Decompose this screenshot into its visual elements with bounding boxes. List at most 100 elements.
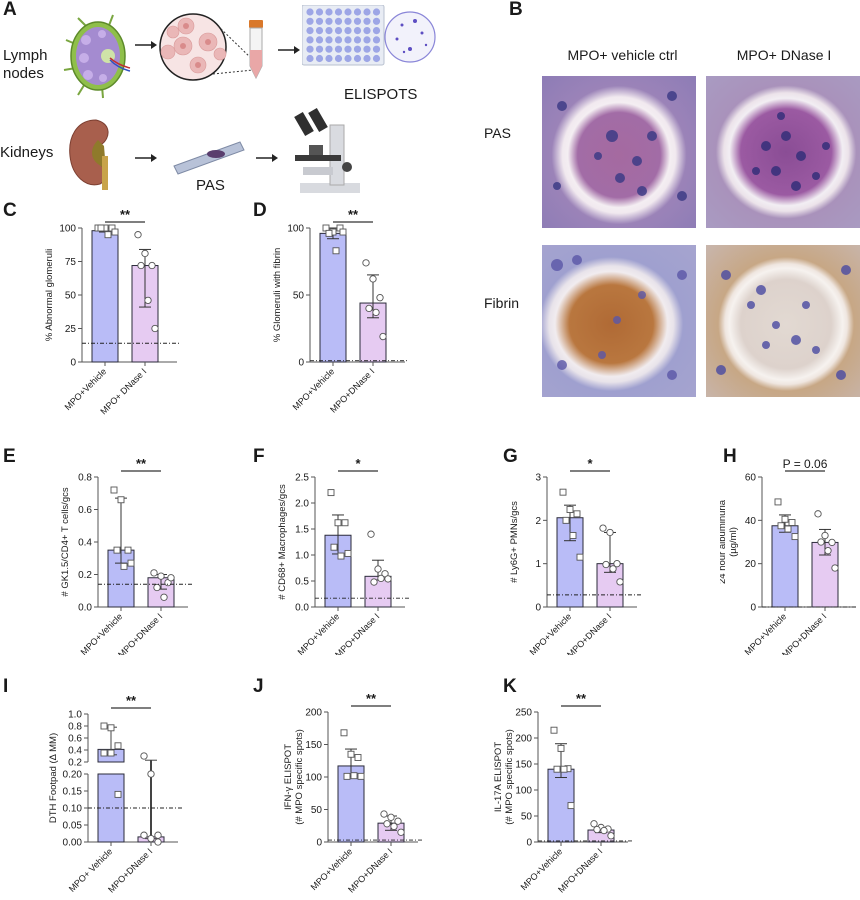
panel-letter-g: G	[503, 446, 518, 467]
svg-text:3: 3	[535, 473, 541, 484]
panel-letter-i: I	[3, 676, 9, 697]
svg-text:150: 150	[305, 740, 322, 751]
panel-letter-h: H	[723, 446, 737, 467]
y-axis-label: DTH Footpad (Δ MM)	[48, 733, 59, 823]
significance-label: **	[120, 210, 131, 222]
svg-text:0: 0	[750, 603, 756, 614]
significance-label: **	[126, 693, 137, 708]
significance-label: *	[587, 456, 593, 471]
svg-text:0.6: 0.6	[78, 505, 92, 516]
svg-text:0.05: 0.05	[63, 821, 83, 832]
micrograph-pas-dnase	[706, 76, 860, 228]
bar-vehicle	[91, 230, 119, 363]
svg-text:100: 100	[305, 773, 322, 784]
micrograph-fibrin-vehicle	[542, 245, 696, 397]
y-axis-label: IL-17A ELISPOT	[493, 742, 504, 812]
significance-label: **	[576, 691, 587, 706]
y-axis-label: % Glomeruli with fibrin	[272, 248, 283, 343]
y-axis-label: # CD68+ Macrophages/gcs	[277, 484, 288, 600]
cell-magnifier-illustration	[159, 13, 254, 81]
svg-text:0.5: 0.5	[295, 577, 309, 588]
svg-text:0: 0	[70, 358, 76, 369]
svg-text:0: 0	[298, 358, 304, 369]
bar-vehicle	[97, 773, 125, 843]
panel-letter-d: D	[253, 200, 267, 221]
column-header-dnase: MPO+ DNase I	[736, 47, 832, 63]
svg-text:0.8: 0.8	[68, 722, 82, 733]
significance-label: **	[348, 210, 359, 222]
spot-well-magnifier-illustration	[384, 11, 436, 63]
x-tick-label: MPO+Vehicle	[296, 611, 342, 655]
elispots-label: ELISPOTS	[344, 86, 418, 103]
significance-label: **	[136, 456, 147, 471]
significance-label: **	[366, 691, 377, 706]
kidney-illustration	[69, 119, 109, 190]
panel-letter-b: B	[509, 0, 523, 20]
y-axis-label: (µg/ml)	[728, 527, 739, 557]
svg-text:1: 1	[535, 559, 541, 570]
lymph-nodes-label: Lymph nodes	[3, 47, 48, 82]
micrograph-pas-vehicle	[542, 76, 696, 228]
row-header-pas: PAS	[484, 125, 511, 141]
panel-letter-a: A	[3, 0, 17, 20]
svg-text:50: 50	[65, 291, 77, 302]
y-axis-label: (# MPO specific spots)	[504, 729, 515, 825]
panel-letter-j: J	[253, 676, 264, 697]
panel-letter-f: F	[253, 446, 265, 467]
svg-text:50: 50	[521, 812, 533, 823]
y-axis-label: # Ly6G+ PMNs/gcs	[509, 501, 520, 583]
svg-text:2: 2	[535, 516, 541, 527]
svg-text:2.5: 2.5	[295, 473, 309, 484]
kidneys-label: Kidneys	[0, 144, 54, 161]
svg-text:0.6: 0.6	[68, 734, 82, 745]
microscope-illustration	[294, 107, 360, 193]
svg-text:60: 60	[745, 473, 757, 484]
panel-letter-e: E	[3, 446, 16, 467]
svg-text:0.2: 0.2	[78, 570, 92, 581]
row-header-fibrin: Fibrin	[484, 295, 520, 311]
y-axis-label: 24 hour albuminuria	[720, 499, 728, 584]
svg-text:250: 250	[515, 708, 532, 719]
arrow-right-icon	[278, 46, 300, 54]
x-tick-label: MPO+Vehicle	[743, 611, 789, 655]
chart-i-dth-footpad: 0.20.40.60.81.00.000.050.100.150.20MPO+ …	[48, 693, 182, 895]
svg-text:20: 20	[745, 559, 757, 570]
svg-text:1.0: 1.0	[295, 551, 309, 562]
y-axis-label: IFN-γ ELISPOT	[283, 744, 294, 810]
arrow-right-icon	[256, 154, 278, 162]
bar-vehicle	[319, 232, 347, 363]
svg-text:100: 100	[59, 224, 76, 235]
svg-text:200: 200	[305, 708, 322, 719]
svg-text:0.0: 0.0	[295, 603, 309, 614]
y-axis-label: # GK1.5/CD4+ T cells/gcs	[60, 487, 71, 596]
svg-text:100: 100	[515, 786, 532, 797]
significance-label: *	[355, 456, 361, 471]
panel-letter-k: K	[503, 676, 517, 697]
significance-label: P = 0.06	[783, 457, 828, 471]
svg-text:1.0: 1.0	[68, 710, 82, 721]
arrow-right-icon	[135, 41, 157, 49]
x-tick-label: MPO+Vehicle	[528, 611, 574, 655]
svg-text:100: 100	[287, 224, 304, 235]
svg-text:50: 50	[311, 805, 323, 816]
svg-text:0.0: 0.0	[78, 603, 92, 614]
svg-text:25: 25	[65, 324, 77, 335]
elispot-plate-illustration	[302, 5, 436, 66]
panel-letter-c: C	[3, 200, 17, 221]
lymph-node-illustration	[63, 14, 131, 99]
svg-text:150: 150	[515, 760, 532, 771]
micrograph-fibrin-dnase	[706, 245, 860, 397]
svg-text:0.00: 0.00	[63, 838, 83, 849]
conical-tube-illustration	[249, 20, 263, 80]
svg-text:2.0: 2.0	[295, 499, 309, 510]
svg-text:0.15: 0.15	[63, 787, 83, 798]
svg-text:0.20: 0.20	[63, 770, 83, 781]
svg-text:40: 40	[745, 516, 757, 527]
svg-text:1.5: 1.5	[295, 525, 309, 536]
